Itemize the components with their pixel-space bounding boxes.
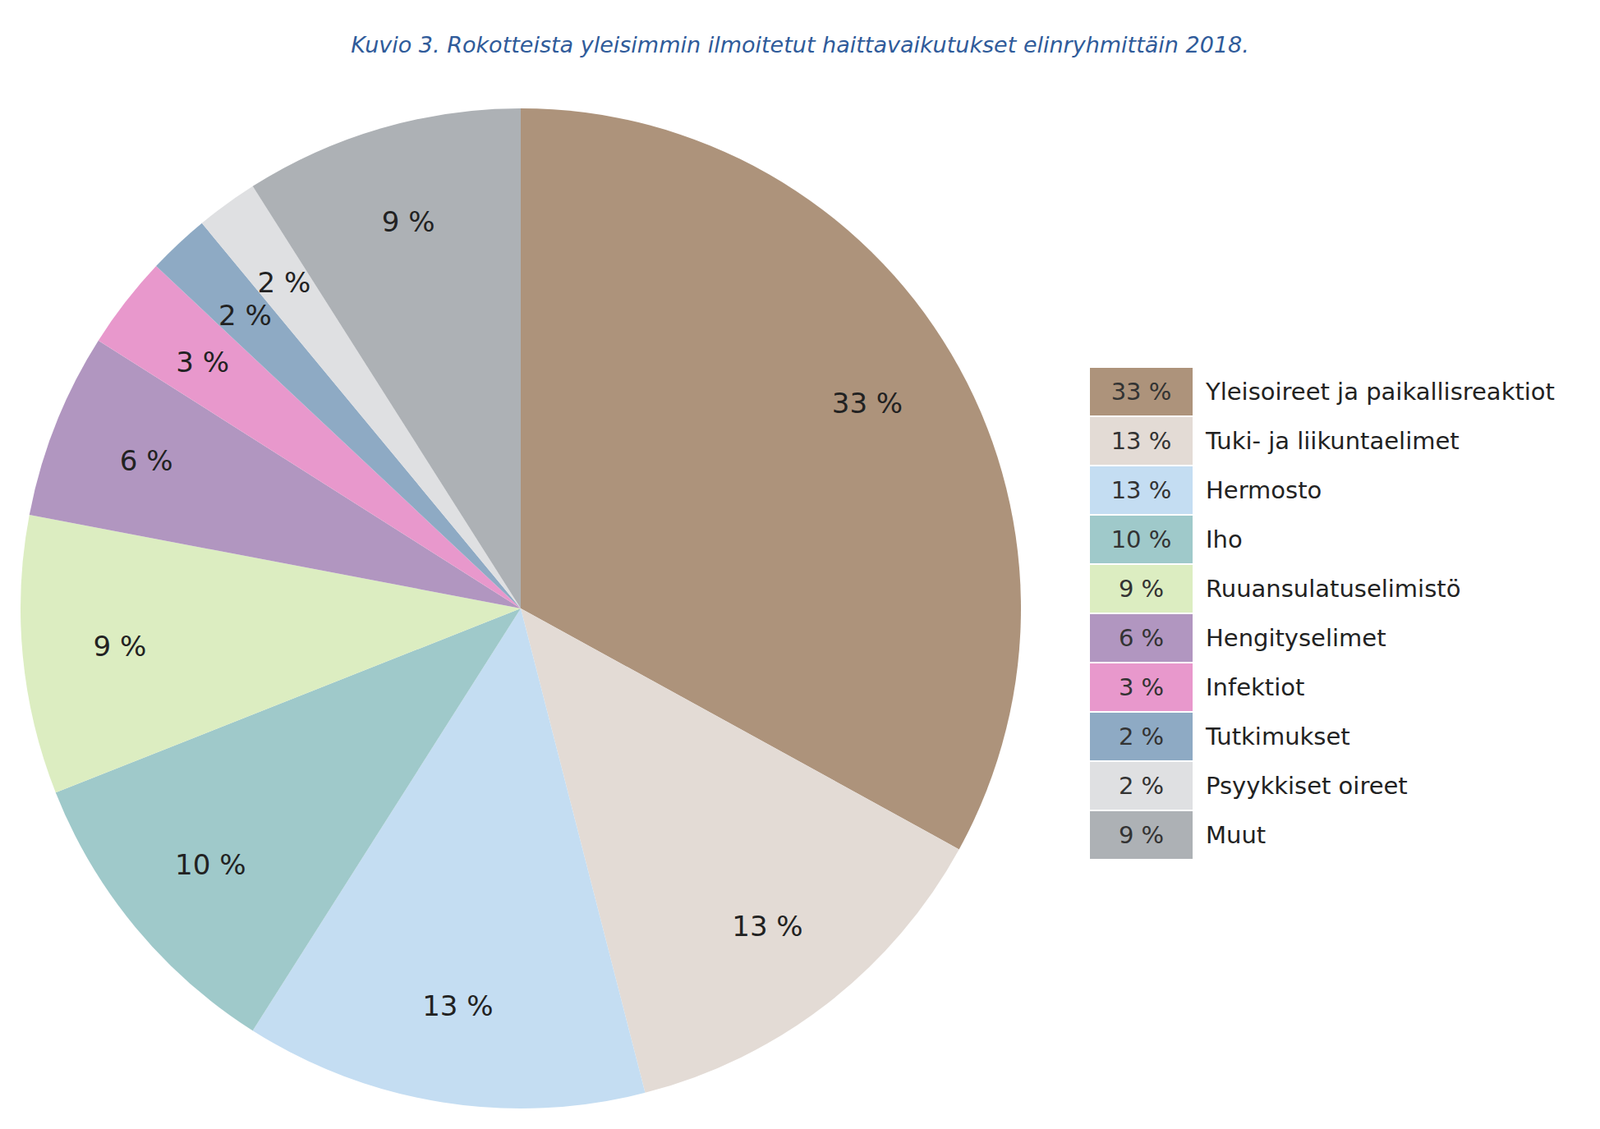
svg-text:9 %: 9 %: [1118, 821, 1164, 850]
svg-text:Hermosto: Hermosto: [1205, 476, 1322, 505]
svg-text:9 %: 9 %: [381, 205, 436, 239]
svg-text:6 %: 6 %: [119, 444, 174, 478]
svg-text:6 %: 6 %: [1118, 624, 1164, 653]
svg-text:13 %: 13 %: [731, 910, 803, 943]
svg-text:3 %: 3 %: [175, 345, 230, 379]
svg-text:Kuvio 3. Rokotteista yleisimmi: Kuvio 3. Rokotteista yleisimmin ilmoitet…: [350, 32, 1250, 58]
svg-text:2 %: 2 %: [257, 266, 311, 299]
svg-text:Infektiot: Infektiot: [1205, 673, 1305, 702]
svg-text:Yleisoireet ja paikallisreakti: Yleisoireet ja paikallisreaktiot: [1204, 377, 1555, 406]
svg-text:3 %: 3 %: [1118, 673, 1164, 702]
svg-text:33 %: 33 %: [832, 386, 903, 420]
svg-text:9 %: 9 %: [1118, 574, 1164, 603]
svg-text:10 %: 10 %: [1111, 525, 1173, 554]
svg-text:Tuki- ja liikuntaelimet: Tuki- ja liikuntaelimet: [1204, 427, 1460, 456]
svg-text:Tutkimukset: Tutkimukset: [1204, 722, 1351, 751]
svg-text:2 %: 2 %: [1118, 722, 1164, 751]
svg-text:Iho: Iho: [1205, 525, 1243, 554]
svg-text:13 %: 13 %: [1111, 427, 1173, 456]
svg-text:13 %: 13 %: [1111, 476, 1173, 505]
svg-text:33 %: 33 %: [1111, 377, 1173, 406]
svg-text:Hengityselimet: Hengityselimet: [1205, 624, 1387, 653]
svg-text:Ruuansulatuselimistö: Ruuansulatuselimistö: [1205, 574, 1461, 603]
svg-text:2 %: 2 %: [218, 298, 272, 332]
svg-text:Muut: Muut: [1205, 821, 1266, 850]
svg-text:Psyykkiset oireet: Psyykkiset oireet: [1205, 772, 1408, 800]
svg-text:9 %: 9 %: [93, 629, 148, 663]
svg-text:2 %: 2 %: [1118, 772, 1164, 800]
svg-text:13 %: 13 %: [422, 989, 493, 1023]
svg-text:10 %: 10 %: [174, 848, 246, 882]
